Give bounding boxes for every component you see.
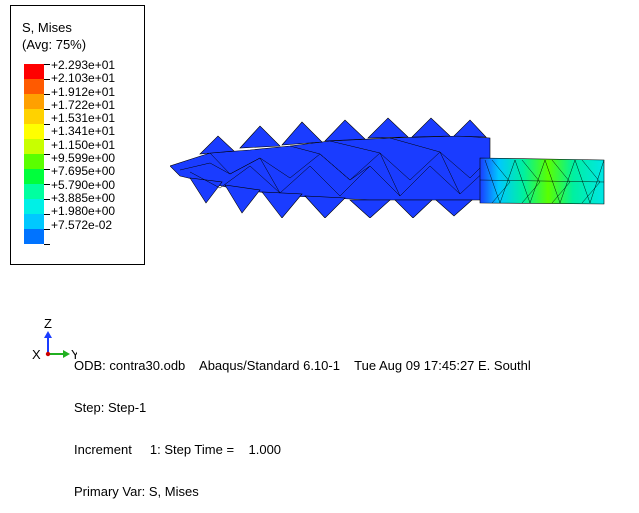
legend-color-swatch	[24, 94, 44, 109]
coordinate-triad: Z X Y	[32, 318, 77, 362]
legend-tick	[44, 199, 50, 200]
legend-value-label: +1.341e+01	[51, 124, 116, 139]
odb-info-block: ODB: contra30.odb Abaqus/Standard 6.10-1…	[74, 331, 531, 513]
legend-tick	[44, 214, 50, 215]
legend-value-labels: +2.293e+01 +2.103e+01 +1.912e+01 +1.722e+01…	[51, 58, 116, 232]
legend-color-swatch	[24, 199, 44, 214]
primary-var-line: Primary Var: S, Mises	[74, 484, 199, 499]
legend-color-swatch	[24, 64, 44, 79]
odb-info-line: ODB: contra30.odb Abaqus/Standard 6.10-1…	[74, 358, 531, 373]
z-axis-arrowhead	[44, 331, 52, 338]
legend-color-swatch	[24, 169, 44, 184]
legend-tick	[44, 109, 50, 110]
legend-averaging: (Avg: 75%)	[22, 37, 87, 52]
legend-color-swatch	[24, 79, 44, 94]
legend-color-swatch	[24, 109, 44, 124]
legend-value-label: +1.912e+01	[51, 84, 116, 99]
legend-color-bar	[24, 64, 44, 244]
legend-tick	[44, 79, 50, 80]
legend-tick	[44, 64, 50, 65]
legend-value-label: +3.885e+00	[51, 190, 116, 205]
legend-value-label: +9.599e+00	[51, 151, 116, 166]
legend-value-label: +5.790e+00	[51, 177, 116, 192]
legend-tick	[44, 184, 50, 185]
triad-x-label: X	[32, 347, 41, 362]
mesh-model-viewport[interactable]	[170, 108, 610, 218]
legend-tick	[44, 124, 50, 125]
legend-tick	[44, 244, 50, 245]
legend-value-label: +1.150e+01	[51, 137, 116, 152]
contour-legend: S, Mises (Avg: 75%) +2.293e+01 +2.103e+01…	[10, 5, 145, 265]
legend-color-swatch	[24, 214, 44, 229]
step-info-line: Step: Step-1	[74, 400, 147, 415]
legend-value-label: +7.572e-02	[51, 217, 113, 232]
mesh-edges	[179, 137, 489, 197]
legend-color-swatch	[24, 124, 44, 139]
screw-threads	[189, 117, 487, 218]
legend-title: S, Mises (Avg: 75%)	[22, 19, 86, 53]
legend-value-label: +1.980e+00	[51, 204, 116, 219]
legend-tick	[44, 94, 50, 95]
legend-value-label: +2.103e+01	[51, 71, 116, 86]
legend-value-label: +1.722e+01	[51, 97, 116, 112]
legend-value-label: +7.695e+00	[51, 164, 116, 179]
legend-color-swatch	[24, 139, 44, 154]
x-axis-dot	[45, 351, 51, 357]
legend-color-swatch	[24, 154, 44, 169]
legend-tick	[44, 229, 50, 230]
triad-y-label: Y	[71, 347, 77, 362]
legend-color-swatch	[24, 184, 44, 199]
legend-tick	[44, 154, 50, 155]
legend-tick	[44, 169, 50, 170]
legend-value-label: +1.531e+01	[51, 111, 116, 126]
increment-info-line: Increment 1: Step Time = 1.000	[74, 442, 282, 457]
legend-value-label: +2.293e+01	[51, 58, 116, 72]
y-axis-arrowhead	[63, 350, 70, 358]
shaft-mesh-edges	[479, 159, 605, 204]
legend-color-swatch	[24, 229, 44, 244]
legend-variable: S, Mises	[22, 20, 72, 35]
legend-tick	[44, 139, 50, 140]
triad-z-label: Z	[44, 318, 52, 331]
